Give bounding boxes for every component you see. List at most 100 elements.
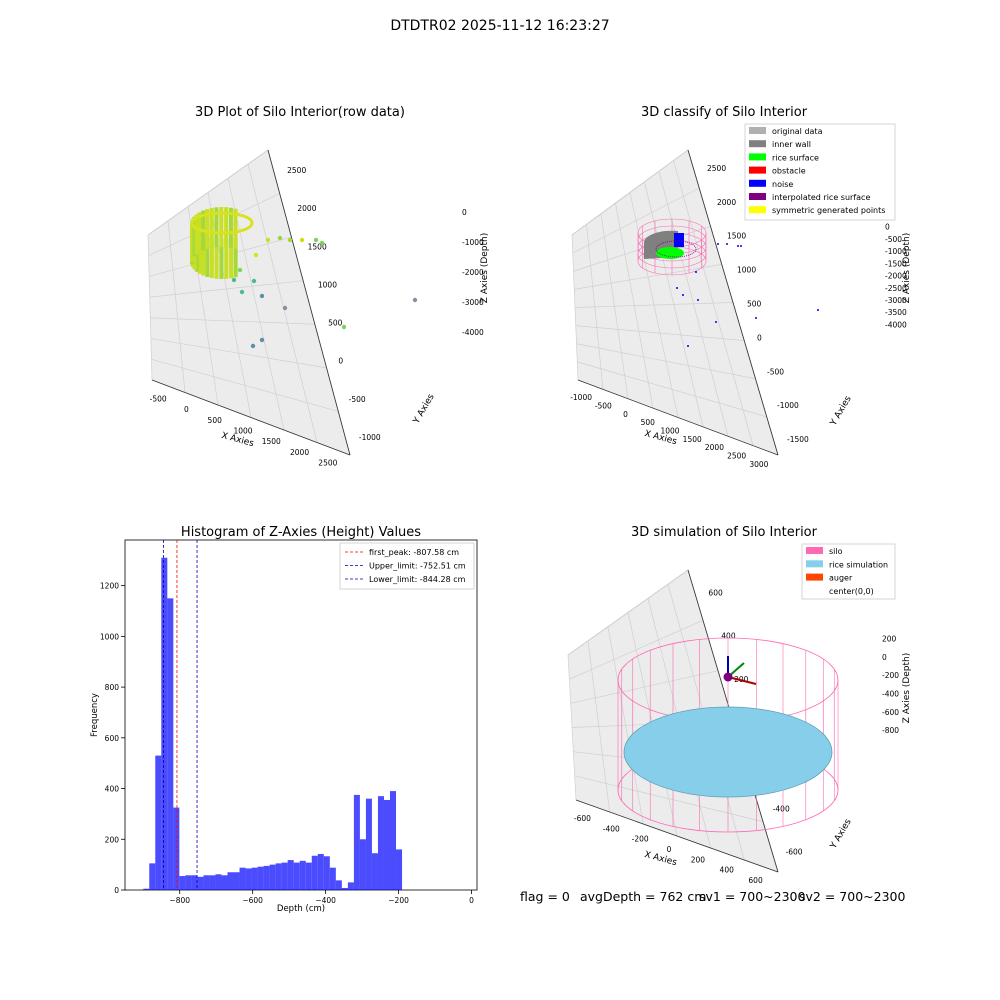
p3-hist-bar: [251, 867, 258, 890]
footer-sv2: sv2 = 700~2300: [799, 889, 906, 904]
p4-x-tick-label: -600: [574, 814, 591, 823]
p2-y-axis-line: [687, 149, 779, 456]
p1-x-tick-label: 1000: [233, 427, 252, 436]
p3-x-tick-label: −200: [388, 896, 409, 905]
p2-z-tick-label: -1000: [885, 247, 907, 256]
p1-point: [253, 252, 259, 258]
p1-point: [229, 238, 234, 279]
p2-grid-z-left: [571, 149, 689, 236]
p3-hist-bar: [311, 855, 318, 890]
p3-hist-bar: [263, 865, 270, 890]
p1-point: [313, 237, 319, 243]
p3-hist-bar: [197, 876, 204, 890]
p3-x-tick-label: −800: [169, 896, 190, 905]
p1-point: [192, 216, 197, 257]
p2-legend-swatch: [749, 193, 766, 200]
p4-legend-swatch: [806, 560, 823, 568]
p3-x-tick-label: 0: [469, 896, 474, 905]
p3-hist-bar: [383, 799, 391, 890]
p1-point: [259, 293, 265, 299]
p1-grid-z-left: [147, 149, 269, 236]
p2-y-tick-label: -500: [767, 367, 784, 376]
p3-hist-bar: [239, 867, 246, 890]
p1-point: [209, 207, 214, 248]
p2-x-tick-label: 2000: [705, 443, 724, 452]
p4-auger-x: [727, 676, 757, 685]
p1-x-tick-label: 0: [184, 405, 189, 414]
p3-hist-bar: [396, 849, 403, 890]
p3-title: Histogram of Z-Axies (Height) Values: [181, 525, 421, 540]
p3-hist-bar: [269, 864, 276, 890]
p2-legend-swatch: [749, 153, 766, 161]
p1-grid-y: [149, 280, 304, 298]
p2-legend-swatch: [749, 127, 766, 134]
p4-x-axis-label: X Axies: [643, 850, 678, 868]
p2-floor-pane: [572, 150, 778, 455]
p1-point: [194, 214, 199, 255]
p2-x-axis-line: [577, 379, 779, 456]
p2-rice-surface: [656, 247, 684, 259]
p3-hist-bar: [317, 853, 324, 890]
p4-grid-y: [574, 775, 764, 823]
p2-x-tick-label: -1000: [570, 393, 592, 402]
p1-grid-x: [247, 164, 318, 443]
p2-y-tick-label: 1500: [727, 232, 746, 241]
footer-sv1: sv1 = 700~2300: [699, 889, 806, 904]
p2-z-tick-label: -2500: [885, 284, 907, 293]
p1-point: [214, 238, 219, 279]
p3-hist-bar: [257, 866, 264, 890]
p4-y-tick-label: -600: [786, 847, 803, 856]
p4-legend-label: auger: [829, 574, 853, 583]
p4-center-point: [723, 672, 733, 682]
p1-title: 3D Plot of Silo Interior(row data): [195, 105, 405, 120]
p2-z-tick-label: -4000: [885, 320, 907, 329]
p3-y-tick-label: 0: [114, 886, 119, 895]
p1-grid-y: [150, 317, 315, 325]
p1-z-tick-label: -2000: [462, 268, 484, 277]
footer-flag: flag = 0: [520, 889, 570, 904]
p2-noise-block: [674, 233, 684, 247]
p1-point: [237, 267, 243, 273]
p2-legend-label: symmetric generated points: [772, 206, 885, 215]
p2-noise-point: [715, 321, 717, 323]
p1-x-axis-line: [151, 379, 351, 456]
p1-point: [250, 343, 256, 349]
p2-z-axis-label: Z Axies (Depth): [902, 233, 912, 304]
p2-grid-y: [572, 187, 700, 254]
p3-hist-bar: [185, 875, 192, 890]
p3-hist-bar: [305, 862, 312, 890]
p3-hist-bar: [149, 863, 156, 890]
p1-z-tick-label: -4000: [462, 328, 484, 337]
p2-y-axis-label: Y Axies: [828, 394, 854, 428]
p1-point: [265, 237, 271, 243]
p1-point: [228, 207, 233, 248]
p2-noise-point: [726, 243, 728, 245]
p2-interpolated-surface: [655, 240, 697, 258]
p1-point: [219, 207, 224, 248]
p4-x-tick-label: 400: [720, 866, 735, 875]
p3-hist-bar: [323, 856, 330, 890]
p4-rice-mesh: [623, 706, 833, 798]
p4-y-tick-label: -400: [773, 804, 790, 813]
p3-hist-bar: [335, 880, 342, 890]
p1-point: [190, 211, 254, 235]
p3-y-tick-label: 200: [105, 835, 120, 844]
p3-hist-bar: [167, 598, 174, 890]
p4-z-tick-label: -600: [882, 708, 899, 717]
p1-y-tick-label: 1000: [318, 280, 337, 289]
p1-point: [231, 277, 237, 283]
p3-hist-bar: [390, 791, 397, 890]
p1-point: [233, 237, 238, 278]
p2-y-tick-label: 500: [747, 300, 762, 309]
p2-legend-swatch: [749, 140, 766, 148]
p2-noise-point: [817, 309, 819, 311]
p1-point: [209, 238, 214, 279]
p1-point: [219, 238, 224, 279]
p4-grid-y: [569, 620, 704, 680]
p3-hist-bar: [161, 557, 168, 890]
p3-hist-bar: [173, 807, 180, 890]
p1-z-tick-label: -3000: [462, 298, 484, 307]
p4-title: 3D simulation of Silo Interior: [631, 525, 818, 540]
p1-point: [259, 337, 265, 343]
p3-hist-bar: [329, 867, 336, 890]
